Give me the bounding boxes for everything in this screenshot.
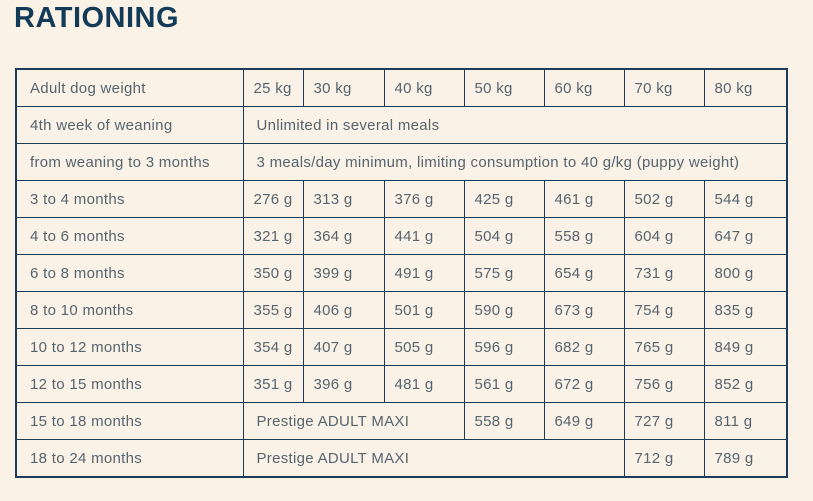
value-cell: 756 g: [623, 365, 705, 403]
value-cell: 765 g: [623, 328, 705, 366]
span-cell: 3 meals/day minimum, limiting consumptio…: [242, 143, 788, 181]
row-label-cell: 6 to 8 months: [15, 254, 244, 292]
row-label-cell: 18 to 24 months: [15, 439, 244, 478]
value-cell: 399 g: [302, 254, 385, 292]
table-row: 4th week of weaning Unlimited in several …: [15, 106, 788, 144]
header-weight-50-kg: 50 kg: [463, 68, 545, 107]
span-cell: Prestige ADULT MAXI: [242, 402, 465, 440]
table-row: 6 to 8 months 350 g 399 g 491 g 575 g 654 g 73…: [15, 254, 788, 292]
table-row: 3 to 4 months 276 g 313 g 376 g 425 g 461 g 50…: [15, 180, 788, 218]
row-label-cell: 15 to 18 months: [15, 402, 244, 440]
value-cell: 501 g: [383, 291, 465, 329]
value-cell: 682 g: [543, 328, 625, 366]
ration-table: Adult dog weight 25 kg 30 kg 40 kg 50 kg 60 …: [15, 68, 788, 478]
value-cell: 407 g: [302, 328, 385, 366]
value-cell: 849 g: [703, 328, 788, 366]
header-weight-60-kg: 60 kg: [543, 68, 625, 107]
row-label-cell: 3 to 4 months: [15, 180, 244, 218]
row-label-cell: 8 to 10 months: [15, 291, 244, 329]
header-weight-25-kg: 25 kg: [242, 68, 304, 107]
value-cell: 351 g: [242, 365, 304, 403]
page-title: RATIONING: [14, 2, 180, 34]
header-label-adult-dog-weight: Adult dog weight: [15, 68, 244, 107]
header-weight-80-kg: 80 kg: [703, 68, 788, 107]
value-cell: 364 g: [302, 217, 385, 255]
value-cell: 350 g: [242, 254, 304, 292]
value-cell: 596 g: [463, 328, 545, 366]
value-cell: 673 g: [543, 291, 625, 329]
value-cell: 604 g: [623, 217, 705, 255]
span-cell: Unlimited in several meals: [242, 106, 788, 144]
value-cell: 313 g: [302, 180, 385, 218]
row-label-cell: 4 to 6 months: [15, 217, 244, 255]
header-row: Adult dog weight 25 kg 30 kg 40 kg 50 kg 60 …: [15, 68, 788, 107]
value-cell: 425 g: [463, 180, 545, 218]
row-label-cell: 4th week of weaning: [15, 106, 244, 144]
value-cell: 321 g: [242, 217, 304, 255]
value-cell: 461 g: [543, 180, 625, 218]
value-cell: 835 g: [703, 291, 788, 329]
value-cell: 727 g: [623, 402, 705, 440]
value-cell: 558 g: [463, 402, 545, 440]
value-cell: 672 g: [543, 365, 625, 403]
value-cell: 731 g: [623, 254, 705, 292]
header-weight-30-kg: 30 kg: [302, 68, 385, 107]
table-row: 4 to 6 months 321 g 364 g 441 g 504 g 558 g 60…: [15, 217, 788, 255]
value-cell: 441 g: [383, 217, 465, 255]
value-cell: 376 g: [383, 180, 465, 218]
value-cell: 712 g: [623, 439, 705, 478]
value-cell: 491 g: [383, 254, 465, 292]
value-cell: 354 g: [242, 328, 304, 366]
value-cell: 654 g: [543, 254, 625, 292]
value-cell: 544 g: [703, 180, 788, 218]
value-cell: 505 g: [383, 328, 465, 366]
value-cell: 575 g: [463, 254, 545, 292]
row-label-cell: from weaning to 3 months: [15, 143, 244, 181]
value-cell: 502 g: [623, 180, 705, 218]
header-weight-70-kg: 70 kg: [623, 68, 705, 107]
value-cell: 561 g: [463, 365, 545, 403]
value-cell: 276 g: [242, 180, 304, 218]
header-weight-40-kg: 40 kg: [383, 68, 465, 107]
row-label-cell: 12 to 15 months: [15, 365, 244, 403]
value-cell: 558 g: [543, 217, 625, 255]
table-row: from weaning to 3 months 3 meals/day mini…: [15, 143, 788, 181]
value-cell: 811 g: [703, 402, 788, 440]
ration-table-body: 4th week of weaning Unlimited in several …: [15, 106, 788, 478]
value-cell: 481 g: [383, 365, 465, 403]
value-cell: 647 g: [703, 217, 788, 255]
value-cell: 355 g: [242, 291, 304, 329]
table-row: 10 to 12 months 354 g 407 g 505 g 596 g 682 g…: [15, 328, 788, 366]
row-label-cell: 10 to 12 months: [15, 328, 244, 366]
value-cell: 504 g: [463, 217, 545, 255]
value-cell: 649 g: [543, 402, 625, 440]
value-cell: 800 g: [703, 254, 788, 292]
span-cell: Prestige ADULT MAXI: [242, 439, 625, 478]
value-cell: 406 g: [302, 291, 385, 329]
table-row: 12 to 15 months 351 g 396 g 481 g 561 g 672 g…: [15, 365, 788, 403]
value-cell: 590 g: [463, 291, 545, 329]
value-cell: 754 g: [623, 291, 705, 329]
value-cell: 852 g: [703, 365, 788, 403]
value-cell: 789 g: [703, 439, 788, 478]
value-cell: 396 g: [302, 365, 385, 403]
